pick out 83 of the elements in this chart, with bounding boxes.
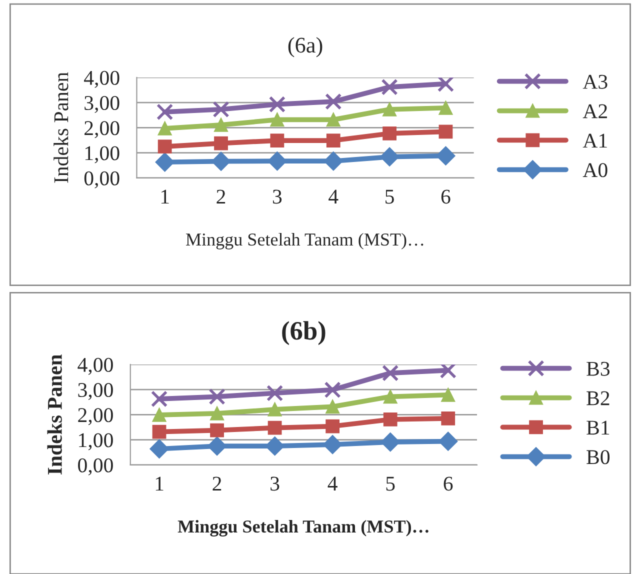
legend-label: A0	[582, 163, 608, 178]
point	[150, 439, 169, 458]
x-tick-label: 4	[328, 476, 338, 491]
x-tick-label: 3	[272, 190, 282, 204]
x-tick-label: 5	[386, 476, 395, 491]
point	[208, 436, 227, 456]
y-tick-label: 4,00	[84, 70, 120, 88]
point	[380, 147, 400, 166]
point	[152, 424, 166, 439]
point	[325, 93, 342, 110]
point	[266, 384, 284, 402]
point	[265, 436, 284, 456]
point	[324, 152, 343, 171]
x-tick-label: 1	[161, 190, 169, 204]
point	[382, 102, 396, 116]
point	[441, 412, 456, 426]
x-tick-label: 6	[441, 190, 450, 204]
point	[210, 406, 224, 420]
point	[208, 388, 226, 405]
legend-label: A1	[582, 134, 607, 148]
point	[381, 78, 398, 96]
point	[210, 423, 224, 438]
point	[437, 77, 454, 92]
point	[382, 126, 396, 140]
legend-label: B0	[586, 450, 610, 464]
x-axis-title: Minggu Setelah Tanam (MST)…	[178, 520, 428, 536]
point	[383, 412, 398, 426]
y-tick-label: 1,00	[79, 433, 113, 450]
point	[268, 152, 287, 171]
point	[380, 432, 400, 452]
point	[326, 400, 340, 414]
point	[324, 382, 341, 398]
point	[383, 390, 398, 404]
point	[268, 96, 286, 113]
y-tick-label: 0,00	[84, 171, 120, 188]
point	[323, 435, 342, 454]
y-tick-label: 4,00	[78, 358, 113, 375]
point	[382, 364, 399, 382]
point	[270, 134, 284, 148]
point	[438, 100, 453, 115]
x-tick-label: 4	[328, 190, 338, 204]
y-tick-label: 3,00	[84, 96, 120, 114]
y-tick-label: 2,00	[78, 408, 113, 426]
chart-title: (6a)	[288, 37, 322, 58]
point	[326, 112, 340, 127]
legend-label: B3	[586, 362, 610, 376]
y-tick-label: 0,00	[78, 458, 113, 476]
point	[212, 101, 230, 118]
point	[152, 408, 166, 422]
point	[436, 146, 456, 166]
x-tick-label: 2	[216, 190, 226, 204]
y-tick-label: 3,00	[78, 382, 113, 400]
x-tick-label: 3	[270, 476, 280, 491]
point	[270, 112, 284, 127]
point	[158, 122, 172, 136]
y-tick-label: 2,00	[84, 121, 120, 138]
point	[214, 136, 228, 150]
legend-label: A2	[582, 104, 607, 118]
point	[158, 140, 172, 154]
x-axis-title: Minggu Setelah Tanam (MST)…	[186, 232, 424, 250]
x-tick-label: 6	[444, 476, 453, 491]
point	[214, 118, 228, 132]
x-tick-label: 5	[386, 190, 394, 204]
point	[156, 104, 174, 120]
legend-label: B1	[586, 420, 610, 435]
point	[326, 419, 340, 434]
point	[326, 134, 340, 148]
point	[268, 402, 282, 416]
point	[441, 388, 456, 402]
point	[438, 432, 458, 451]
legend-label: A3	[582, 74, 608, 89]
point	[440, 364, 456, 379]
point	[150, 390, 168, 408]
point	[268, 420, 282, 435]
y-axis-title: Indeks Panen	[47, 354, 62, 475]
point	[438, 124, 453, 139]
x-tick-label: 1	[156, 476, 164, 491]
chart-title: (6b)	[282, 321, 326, 346]
x-tick-label: 2	[212, 476, 222, 491]
point	[155, 152, 174, 172]
y-tick-label: 1,00	[85, 146, 120, 164]
legend-label: B2	[586, 391, 610, 406]
y-axis-title: Indeks Panen	[54, 72, 68, 183]
